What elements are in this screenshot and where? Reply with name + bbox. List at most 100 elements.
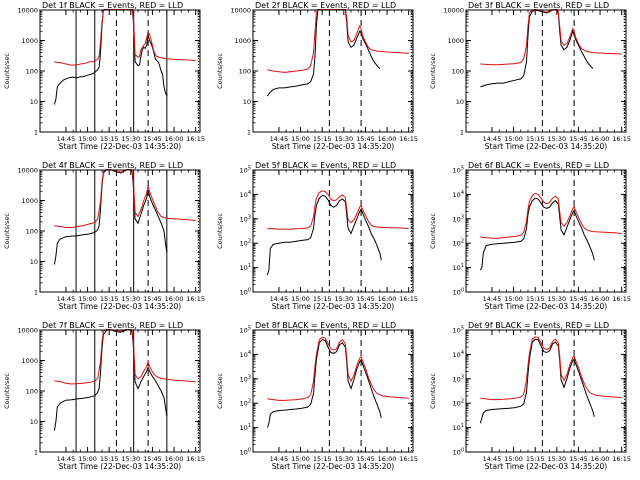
x-tick-label: 15:00 xyxy=(78,135,97,143)
y-tick-label: 1 xyxy=(460,129,464,137)
x-axis: 14:45 15:00 15:15 15:30 15:45 16:00 16:15 xyxy=(270,330,418,463)
x-tick-label: 15:30 xyxy=(334,455,353,463)
series-line-lld xyxy=(480,192,622,239)
series-line-events xyxy=(479,338,595,424)
y-axis-label: Counts/sec xyxy=(216,373,224,409)
y-tick-label: 105 xyxy=(453,326,464,335)
x-axis-label: Start Time (22-Dec-03 14:35:20) xyxy=(59,142,181,151)
x-tick-label: 15:45 xyxy=(356,135,375,143)
plot-frame xyxy=(39,329,201,453)
y-axis-label: Counts/sec xyxy=(3,53,11,89)
y-tick-label: 104 xyxy=(240,350,251,359)
x-tick-label: 15:45 xyxy=(569,135,588,143)
y-tick-label: 100 xyxy=(26,68,38,76)
y-tick-label: 101 xyxy=(240,423,251,432)
x-axis-label: Start Time (22-Dec-03 14:35:20) xyxy=(59,302,181,311)
x-tick-label: 15:30 xyxy=(121,455,140,463)
panel-det-9: Det 9f BLACK = Events, RED = LLD10010110… xyxy=(429,321,631,471)
x-tick-label: 15:30 xyxy=(334,295,353,303)
vertical-markers xyxy=(328,10,413,132)
x-tick-label: 16:15 xyxy=(399,135,418,143)
x-tick-label: 14:45 xyxy=(270,455,289,463)
series-line-lld xyxy=(267,336,409,401)
x-tick-label: 16:15 xyxy=(186,295,205,303)
y-tick-label: 101 xyxy=(453,263,464,272)
x-tick-label: 14:45 xyxy=(483,455,502,463)
y-tick-label: 1000 xyxy=(21,357,38,365)
y-tick-label: 100 xyxy=(452,68,464,76)
y-axis-label: Counts/sec xyxy=(216,213,224,249)
chart-title: Det 3f BLACK = Events, RED = LLD xyxy=(468,1,609,10)
x-tick-label: 15:00 xyxy=(291,295,310,303)
y-tick-label: 103 xyxy=(240,374,251,383)
y-tick-label: 100 xyxy=(26,388,38,396)
x-tick-label: 15:15 xyxy=(526,455,545,463)
x-axis: 14:45 15:00 15:15 15:30 15:45 16:00 16:15 xyxy=(270,170,418,303)
series-line-events xyxy=(479,197,595,271)
y-axis: 1 10 100 1000 10000 xyxy=(17,327,200,457)
x-tick-label: 15:30 xyxy=(121,295,140,303)
y-axis-label: Counts/sec xyxy=(429,53,437,89)
y-tick-label: 10000 xyxy=(17,327,38,335)
series-line-lld xyxy=(480,336,622,401)
x-tick-label: 15:30 xyxy=(547,295,566,303)
vertical-markers xyxy=(328,330,413,452)
plot-frame xyxy=(39,9,201,133)
y-tick-label: 10 xyxy=(30,258,38,266)
y-tick-label: 105 xyxy=(240,326,251,335)
x-tick-label: 16:00 xyxy=(591,135,610,143)
series-line-lld xyxy=(480,9,622,66)
y-tick-label: 102 xyxy=(453,399,464,408)
x-tick-label: 15:15 xyxy=(313,135,332,143)
x-axis: 14:45 15:00 15:15 15:30 15:45 16:00 16:15 xyxy=(483,330,631,463)
x-tick-label: 15:15 xyxy=(526,295,545,303)
y-tick-label: 1000 xyxy=(21,37,38,45)
y-tick-label: 102 xyxy=(453,239,464,248)
x-tick-label: 14:45 xyxy=(57,455,76,463)
series-line-lld xyxy=(267,9,409,73)
y-tick-label: 1 xyxy=(34,449,38,457)
x-tick-label: 16:00 xyxy=(378,135,397,143)
plot-frame xyxy=(252,329,414,453)
y-axis-label: Counts/sec xyxy=(3,213,11,249)
chart-title: Det 2f BLACK = Events, RED = LLD xyxy=(255,1,396,10)
x-tick-label: 16:00 xyxy=(165,455,184,463)
plot-frame xyxy=(252,169,414,293)
x-tick-label: 16:15 xyxy=(399,295,418,303)
x-tick-label: 15:15 xyxy=(100,455,119,463)
y-axis-label: Counts/sec xyxy=(429,373,437,409)
vertical-markers xyxy=(75,10,200,132)
chart-title: Det 9f BLACK = Events, RED = LLD xyxy=(468,321,609,330)
x-tick-label: 14:45 xyxy=(270,295,289,303)
y-tick-label: 105 xyxy=(453,166,464,175)
series-line-lld xyxy=(54,9,196,66)
x-axis: 14:45 15:00 15:15 15:30 15:45 16:00 16:15 xyxy=(57,170,205,303)
y-axis: 100 101 102 103 104 105 xyxy=(453,166,626,297)
y-tick-label: 10 xyxy=(30,98,38,106)
x-tick-label: 16:15 xyxy=(186,455,205,463)
x-tick-label: 16:15 xyxy=(612,455,631,463)
series-line-events xyxy=(53,169,168,265)
y-tick-label: 102 xyxy=(240,239,251,248)
y-tick-label: 1000 xyxy=(447,37,464,45)
x-tick-label: 15:00 xyxy=(504,455,523,463)
y-tick-label: 100 xyxy=(453,288,464,297)
y-tick-label: 10 xyxy=(456,98,464,106)
panel-det-4: Det 4f BLACK = Events, RED = LLD 1 10 100 10… xyxy=(3,161,205,311)
plot-frame xyxy=(465,329,627,453)
x-tick-label: 14:45 xyxy=(57,295,76,303)
y-tick-label: 105 xyxy=(240,166,251,175)
y-tick-label: 10 xyxy=(30,418,38,426)
x-tick-label: 16:00 xyxy=(591,455,610,463)
y-tick-label: 100 xyxy=(26,228,38,236)
panel-det-7: Det 7f BLACK = Events, RED = LLD 1 10 100 10… xyxy=(3,321,205,471)
y-tick-label: 10000 xyxy=(443,7,464,15)
chart-title: Det 7f BLACK = Events, RED = LLD xyxy=(42,321,183,330)
series-line-events xyxy=(266,9,381,97)
x-tick-label: 15:45 xyxy=(143,455,162,463)
x-tick-label: 15:30 xyxy=(121,135,140,143)
y-tick-label: 101 xyxy=(453,423,464,432)
series-line-events xyxy=(480,9,594,88)
y-axis: 100 101 102 103 104 105 xyxy=(240,326,413,457)
y-tick-label: 1 xyxy=(247,129,251,137)
